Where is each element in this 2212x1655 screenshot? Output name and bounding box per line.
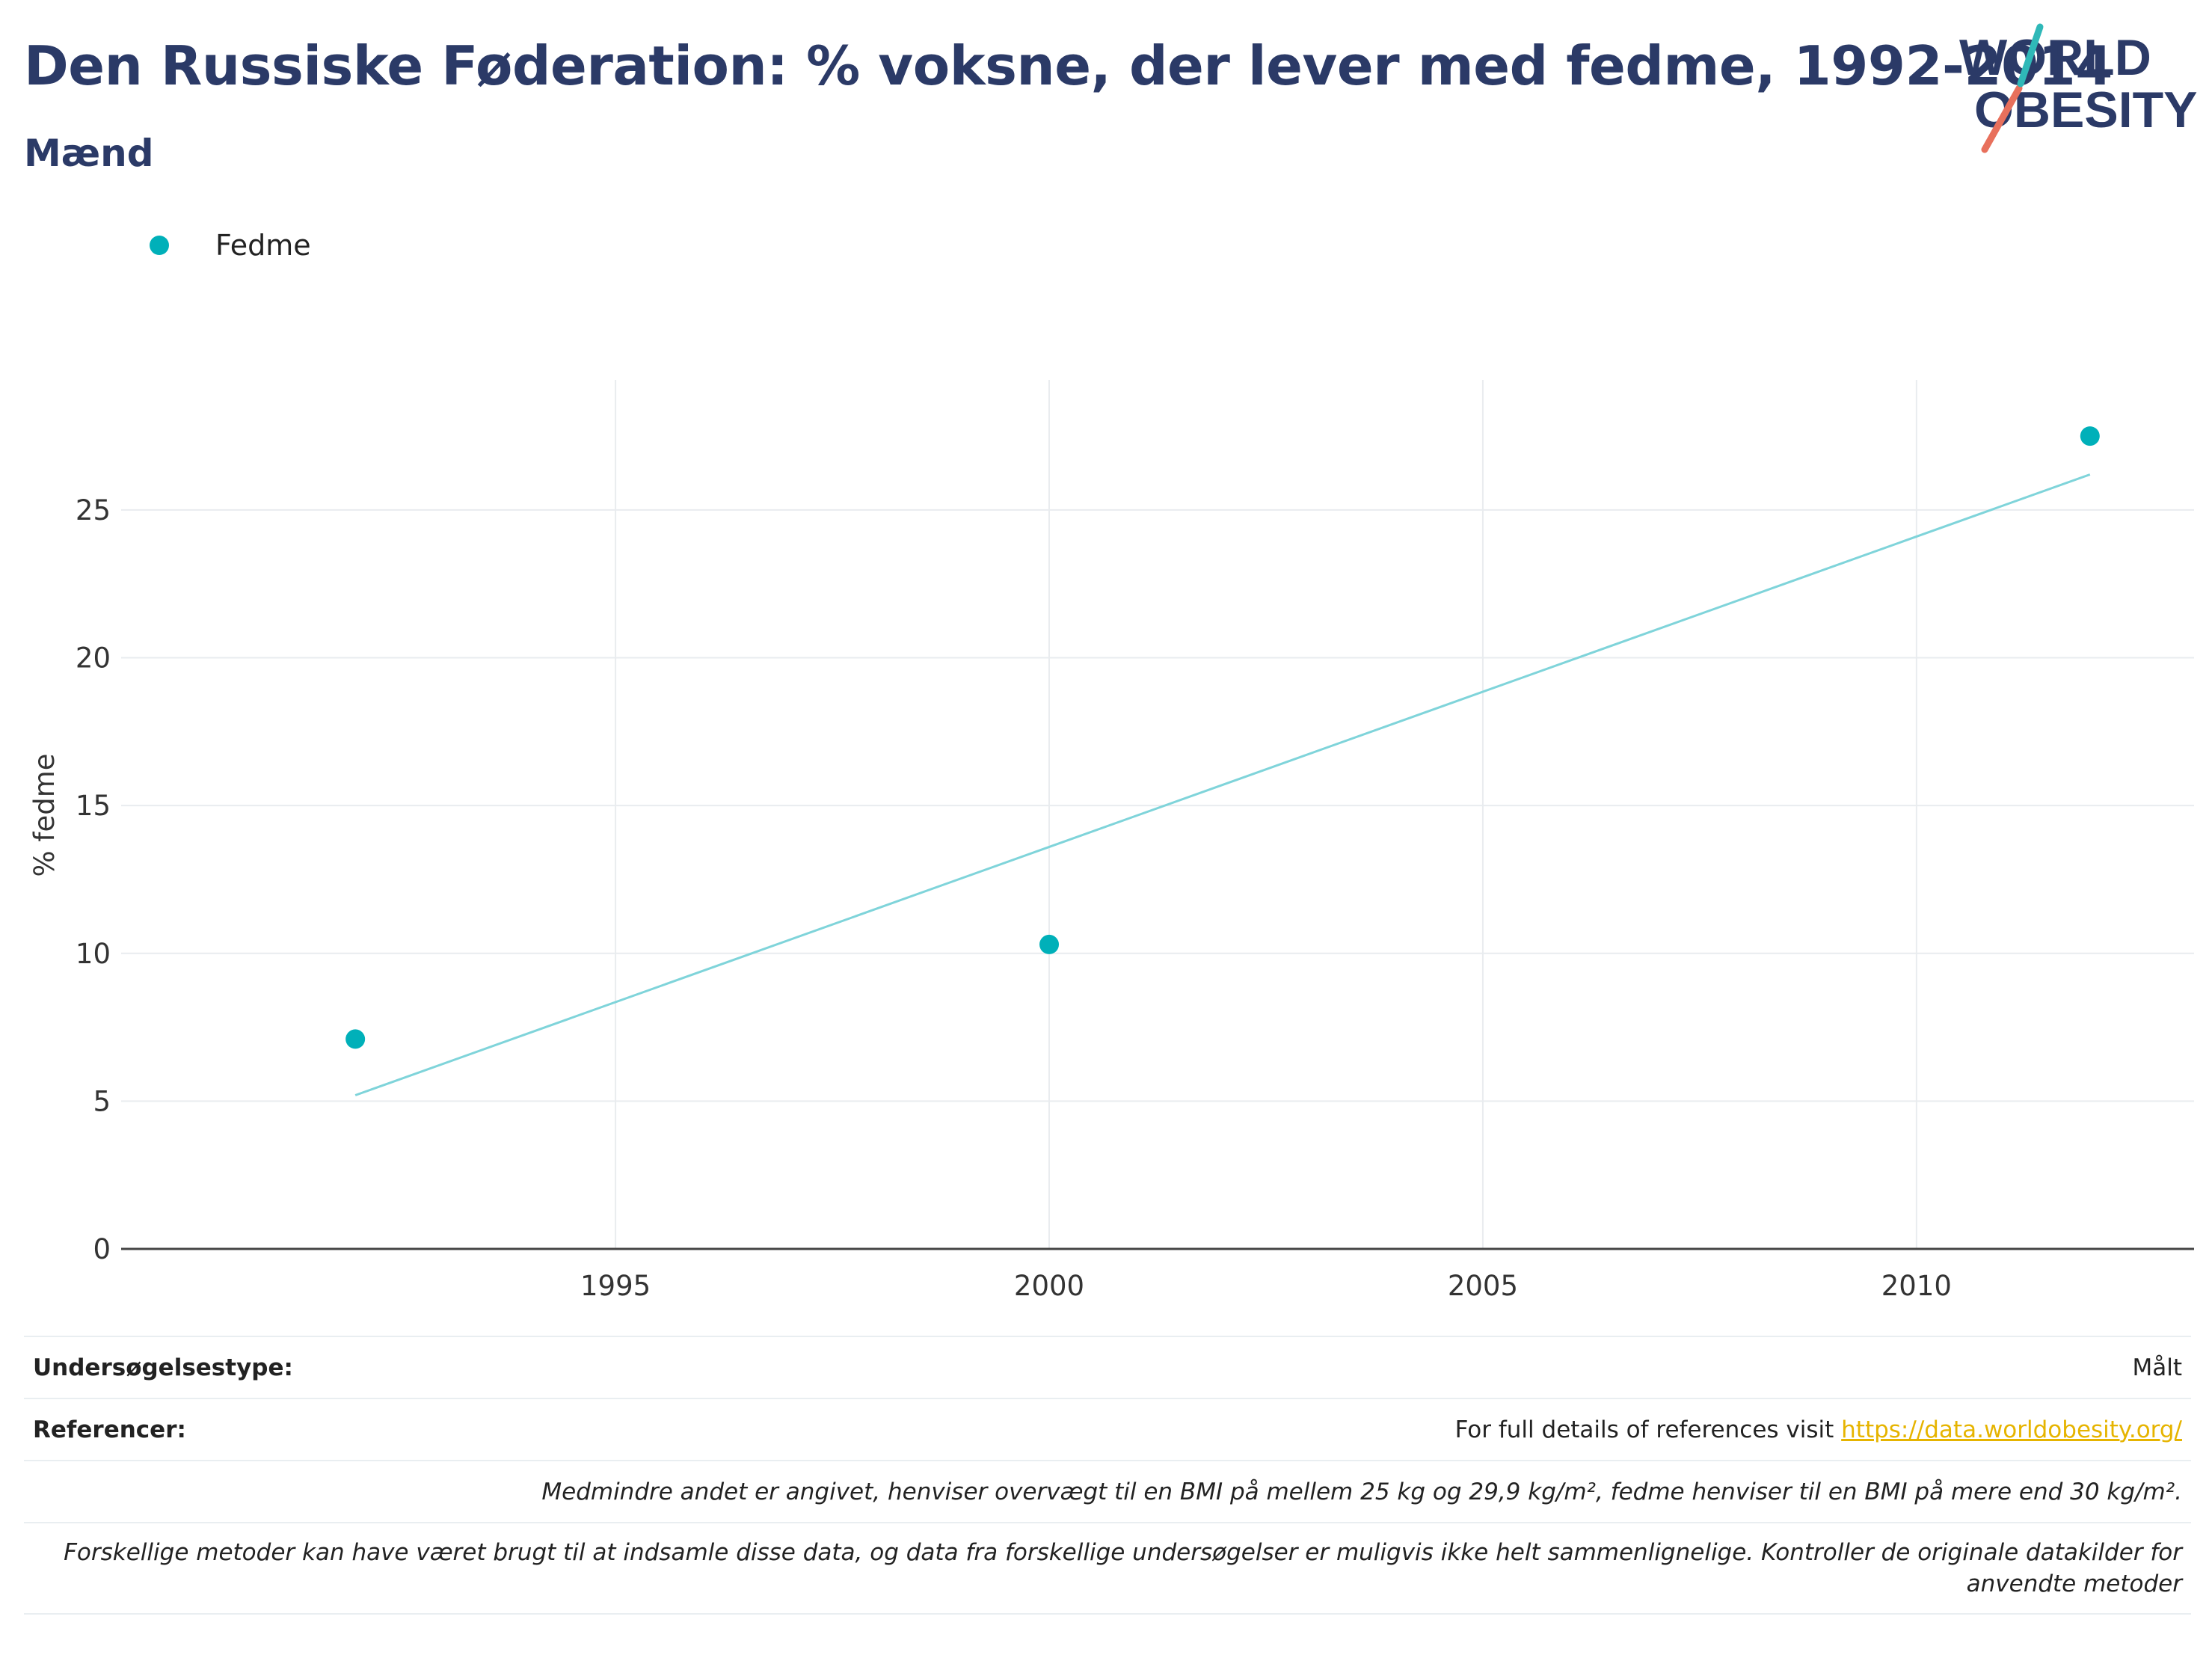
methods-note-line2: anvendte metoder [1966,1570,2182,1597]
legend-marker-fedme [150,236,169,255]
y-tick-label: 0 [93,1233,111,1265]
logo-line2: OBESITY [1974,82,2198,138]
chart-subtitle: Mænd [24,132,154,175]
survey-type-label: Undersøgelsestype: [33,1354,293,1381]
y-axis-label: % fedme [28,753,61,876]
tick-layer: 0 5 10 15 20 25 1995 2000 2005 2010 [76,494,1952,1302]
data-point [345,1029,366,1049]
definition-note-text: Medmindre andet er angivet, henviser ove… [541,1478,2182,1505]
references-text-wrap: For full details of references visit htt… [1455,1416,2182,1443]
scatter-chart: 0 5 10 15 20 25 1995 2000 2005 2010 % fedme [28,380,2194,1302]
trend-line [354,473,2091,1096]
methods-note-line1: Forskellige metoder kan have været brugt… [64,1539,2182,1566]
y-tick-label: 10 [76,938,111,970]
methods-note-text: Forskellige metoder kan have været brugt… [64,1537,2182,1600]
chart-legend: Fedme [150,223,311,268]
y-tick-label: 15 [76,790,111,822]
x-tick-label: 2000 [1014,1270,1084,1302]
methods-note: Forskellige metoder kan have været brugt… [24,1522,2191,1615]
y-tick-label: 20 [76,642,111,675]
logo-line1: WORLD [1959,29,2151,86]
world-obesity-logo: WORLD OBESITY [1959,23,2198,153]
references-label: Referencer: [33,1416,186,1443]
references-row: Referencer: For full details of referenc… [24,1398,2191,1460]
references-text: For full details of references visit [1454,1416,1842,1443]
references-link[interactable]: https://data.worldobesity.org/ [1841,1416,2182,1443]
point-layer [345,426,2100,1049]
x-tick-label: 2005 [1448,1270,1518,1302]
chart-title: Den Russiske Føderation: % voksne, der l… [24,34,2113,97]
survey-type-row: Undersøgelsestype: Målt [24,1336,2191,1398]
data-point [1039,934,1060,954]
survey-type-value: Målt [2132,1354,2182,1381]
trend-layer [354,473,2091,1096]
y-tick-label: 25 [76,494,111,526]
definition-note: Medmindre andet er angivet, henviser ove… [24,1460,2191,1522]
grid-layer [121,380,2194,1249]
chart-footer: Undersøgelsestype: Målt Referencer: For … [24,1336,2191,1615]
data-point [2080,426,2100,446]
legend-label-fedme: Fedme [215,229,311,262]
y-tick-label: 5 [93,1085,111,1117]
x-tick-label: 2010 [1881,1270,1952,1302]
x-tick-label: 1995 [580,1270,651,1302]
